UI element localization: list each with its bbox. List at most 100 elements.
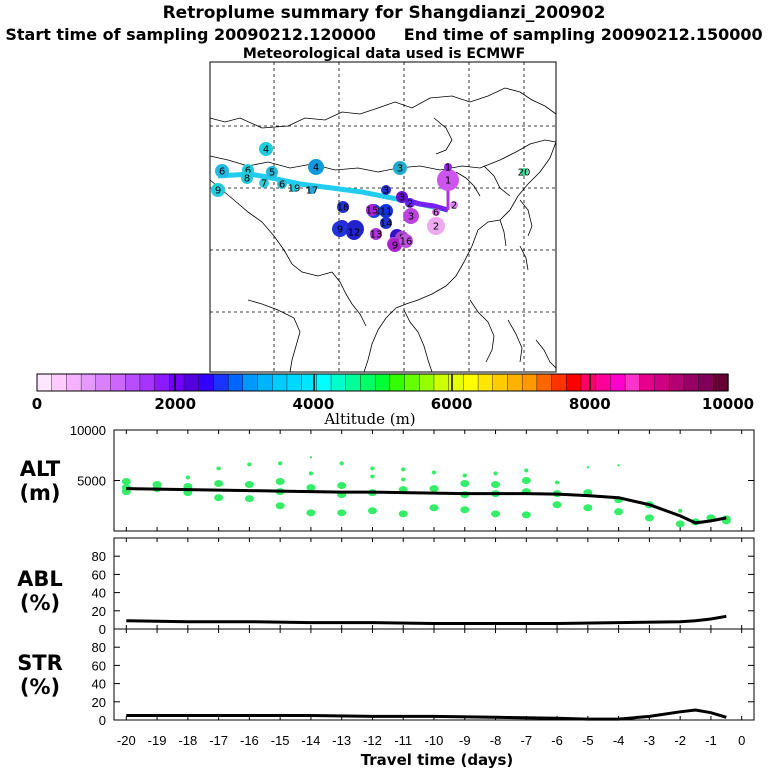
alt-scatter-point [521, 511, 531, 519]
trajectory-point-marker [370, 228, 382, 240]
alt-scatter-point [337, 509, 347, 517]
alt-scatter-point [460, 506, 470, 514]
trajectory-point-marker [215, 164, 229, 178]
trajectory-point-marker [241, 172, 253, 184]
colorbar-cell [698, 373, 714, 392]
x-tick-label: -18 [178, 733, 197, 748]
map-panel: 1122233334445556666778899910111213141516… [209, 61, 557, 373]
x-tick-label: -16 [240, 733, 259, 748]
y-tick-label: 80 [92, 549, 106, 564]
x-tick-label: -13 [332, 733, 351, 748]
colorbar-cell [110, 373, 126, 392]
trajectory-point-marker [381, 185, 391, 195]
x-tick-label: -2 [674, 733, 686, 748]
colorbar-cell [272, 373, 288, 392]
sampling-time-label: Start time of sampling 20090212.120000 E… [0, 25, 768, 44]
alt-scatter-point [277, 461, 283, 466]
trajectory-point-label: 3 [408, 212, 414, 223]
trajectory-point-marker [337, 201, 349, 213]
trajectory-point-label: 9 [337, 225, 343, 236]
colorbar-cell [595, 373, 612, 392]
alt-scatter-point [401, 477, 406, 482]
colorbar-cell [389, 373, 406, 392]
alt-scatter-point [460, 480, 470, 488]
alt-scatter-point [552, 501, 562, 509]
trajectory-point-label: 16 [400, 237, 413, 248]
alt-scatter-point [339, 461, 344, 466]
alt-scatter-point [309, 456, 313, 459]
trajectory-point-marker [450, 201, 458, 209]
abl-panel-unit: (%) [20, 591, 60, 615]
trajectory-point-marker [444, 163, 452, 171]
trajectory-point-label: 6 [219, 167, 225, 178]
met-data-label: Meteorological data used is ECMWF [242, 46, 526, 62]
x-tick-label: -7 [521, 733, 533, 748]
colorbar-cell [169, 373, 185, 392]
colorbar-cell [668, 373, 685, 392]
alt-scatter-point [583, 504, 593, 512]
trajectory-point-label: 17 [306, 186, 319, 197]
colorbar-cell [345, 373, 362, 392]
trajectory-point-marker [266, 166, 278, 178]
colorbar-major-dividers [174, 374, 591, 391]
alt-scatter-point [675, 520, 685, 528]
alt-scatter-point [554, 480, 560, 485]
abl-panel-label: ABL [17, 567, 63, 591]
trajectory-point-label: 4 [263, 145, 269, 156]
alt-scatter-point [524, 468, 529, 473]
x-tick-label: -8 [490, 733, 502, 748]
colorbar-cell [477, 373, 494, 392]
x-tick-label: -19 [148, 733, 167, 748]
x-tick-label: -20 [117, 733, 136, 748]
colorbar-tick-label: 8000 [569, 395, 611, 413]
trajectory-point-label: 1 [445, 176, 451, 187]
trajectory-point-marker [259, 142, 273, 156]
colorbar-cell [580, 373, 597, 392]
colorbar-tick-label: 10000 [702, 395, 754, 413]
colorbar-cell [536, 373, 553, 392]
alt-scatter-point [644, 514, 654, 522]
y-tick-label: 20 [92, 695, 106, 710]
colorbar-cell [374, 373, 391, 392]
trajectory-point-label: 6 [245, 166, 251, 177]
x-tick-label: -17 [209, 733, 228, 748]
x-tick-label: -6 [551, 733, 563, 748]
y-tick-label: 80 [92, 640, 106, 655]
colorbar-cell [330, 373, 347, 392]
colorbar-cell [654, 373, 670, 392]
colorbar-cell [521, 373, 538, 392]
trajectory-point-marker [308, 186, 316, 194]
trajectory-point-marker [427, 217, 445, 235]
trajectory-point-label: 2 [451, 201, 457, 212]
colorbar-cell [419, 373, 435, 392]
trajectory-point-label: 14 [380, 219, 393, 230]
x-tick-label: -11 [394, 733, 412, 748]
x-tick-label: -5 [582, 733, 594, 748]
trajectory-point-label: 7 [261, 179, 267, 190]
alt-scatter-point [429, 504, 439, 512]
colorbar-cell [95, 373, 112, 392]
x-tick-label: -12 [363, 733, 382, 748]
trajectory-point-marker [393, 161, 407, 175]
str-panel-label: STR [17, 651, 63, 675]
y-tick-label: 0 [99, 713, 106, 728]
alt-panel-unit: (m) [19, 481, 60, 505]
colorbar-cell [257, 373, 273, 392]
colorbar-cell [360, 373, 376, 392]
colorbar-cell [448, 373, 465, 392]
trajectory-point-marker [308, 159, 324, 175]
colorbar-cell [51, 373, 68, 392]
trajectory-point-label: 3 [383, 186, 389, 197]
colorbar-tick-label: 6000 [431, 395, 473, 413]
map-points: 1122233334445556666778899910111213141516… [211, 142, 530, 252]
alt-scatter-point [185, 475, 191, 480]
colorbar-cell [125, 373, 141, 392]
trajectory-point-marker [379, 204, 393, 218]
trajectory-point-marker [432, 208, 440, 216]
trajectory-point-marker [259, 178, 269, 188]
end-time-label: End time of sampling 20090212.150000 [403, 25, 763, 44]
colorbar-cell [286, 373, 303, 392]
colorbar-cell [433, 373, 450, 392]
